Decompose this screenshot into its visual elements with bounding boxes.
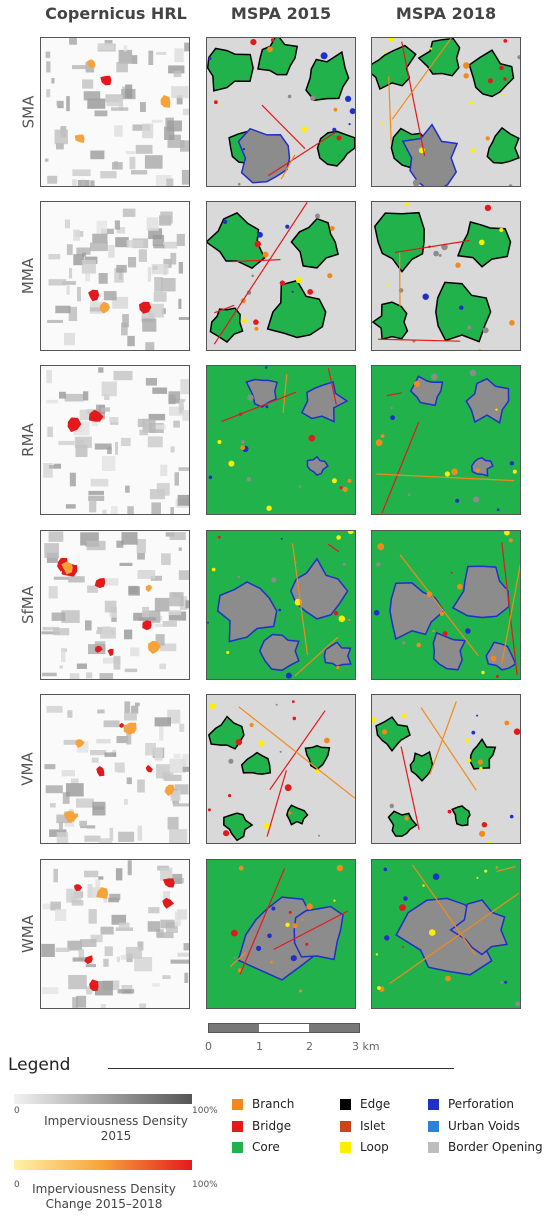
scale-label-3: 3 km: [352, 1040, 380, 1053]
legend-item-perforation: Perforation: [428, 1097, 514, 1111]
row-label-text: SMA: [19, 95, 38, 129]
map-panel-mma-mspa-2018: [371, 201, 521, 351]
legend-label: Urban Voids: [448, 1119, 520, 1133]
map-panel-sfma-hrl: [40, 530, 190, 680]
map-panel-rma-hrl: [40, 365, 190, 515]
column-header-mspa-2018: MSPA 2018: [395, 4, 497, 23]
map-panel-sfma-mspa-2018: [371, 530, 521, 680]
map-panel-vma-mspa-2015: [206, 694, 356, 844]
legend-swatch: [428, 1098, 439, 1110]
column-header-hrl: Copernicus HRL: [45, 4, 187, 23]
legend-title: Legend: [8, 1055, 71, 1075]
row-label-text: RMA: [19, 423, 38, 457]
map-panel-sma-hrl: [40, 37, 190, 187]
legend-swatch: [340, 1098, 351, 1110]
legend-label: Loop: [360, 1140, 389, 1154]
map-panel-mma-hrl: [40, 201, 190, 351]
change-max: 100%: [192, 1180, 218, 1190]
legend-swatch: [232, 1120, 243, 1132]
legend-item-urban-voids: Urban Voids: [428, 1119, 520, 1133]
legend-item-branch: Branch: [232, 1097, 294, 1111]
row-label-text: MMA: [19, 257, 37, 295]
map-panel-vma-hrl: [40, 694, 190, 844]
map-panel-rma-mspa-2015: [206, 365, 356, 515]
change-min: 0: [14, 1180, 20, 1190]
legend-item-bridge: Bridge: [232, 1119, 291, 1133]
legend-swatch: [340, 1120, 351, 1132]
imperviousness-caption: Imperviousness Density 2015: [44, 1114, 188, 1143]
column-header-mspa-2015: MSPA 2015: [230, 4, 332, 23]
map-panel-vma-mspa-2018: [371, 694, 521, 844]
scale-bar: [208, 1023, 360, 1033]
legend-item-loop: Loop: [340, 1140, 389, 1154]
row-label-mma: MMA: [14, 201, 42, 351]
legend-label: Islet: [360, 1119, 386, 1133]
map-panel-sma-mspa-2015: [206, 37, 356, 187]
row-label-text: SfMA: [19, 585, 38, 625]
legend-swatch: [340, 1141, 351, 1153]
legend-item-core: Core: [232, 1140, 280, 1154]
legend-label: Edge: [360, 1097, 391, 1111]
map-panel-sma-mspa-2018: [371, 37, 521, 187]
legend-label: Perforation: [448, 1097, 514, 1111]
row-label-vma: VMA: [14, 694, 42, 844]
change-caption: Imperviousness Density Change 2015–2018: [24, 1182, 184, 1212]
change-gradient: [14, 1160, 192, 1170]
map-panel-wma-mspa-2015: [206, 859, 356, 1009]
legend-swatch: [232, 1141, 243, 1153]
row-label-wma: WMA: [14, 859, 42, 1009]
map-panel-sfma-mspa-2015: [206, 530, 356, 680]
legend-label: Bridge: [252, 1119, 292, 1133]
legend-swatch: [428, 1141, 439, 1153]
row-label-text: WMA: [19, 914, 38, 954]
map-panel-wma-mspa-2018: [371, 859, 521, 1009]
legend-item-islet: Islet: [340, 1119, 385, 1133]
change-caption-line1: Imperviousness Density: [32, 1182, 176, 1196]
legend-divider: [108, 1068, 454, 1069]
imperviousness-max: 100%: [192, 1106, 218, 1116]
change-caption-line2: Change 2015–2018: [45, 1197, 163, 1211]
map-panel-mma-mspa-2015: [206, 201, 356, 351]
legend-item-edge: Edge: [340, 1097, 390, 1111]
scale-label-2: 2: [306, 1040, 313, 1053]
legend-label: Core: [252, 1140, 280, 1154]
row-label-sfma: SfMA: [14, 530, 42, 680]
row-label-sma: SMA: [14, 37, 42, 187]
legend-label: Branch: [252, 1097, 295, 1111]
imperviousness-min: 0: [14, 1106, 20, 1116]
row-label-text: VMA: [19, 752, 37, 786]
scale-label-1: 1: [256, 1040, 263, 1053]
legend-item-border-opening: Border Opening: [428, 1140, 543, 1154]
imperviousness-gradient: [14, 1094, 192, 1104]
row-label-rma: RMA: [14, 365, 42, 515]
map-panel-rma-mspa-2018: [371, 365, 521, 515]
scale-label-0: 0: [205, 1040, 212, 1053]
map-panel-wma-hrl: [40, 859, 190, 1009]
legend-swatch: [428, 1120, 439, 1132]
legend-label: Border Opening: [448, 1140, 543, 1154]
legend-swatch: [232, 1098, 243, 1110]
